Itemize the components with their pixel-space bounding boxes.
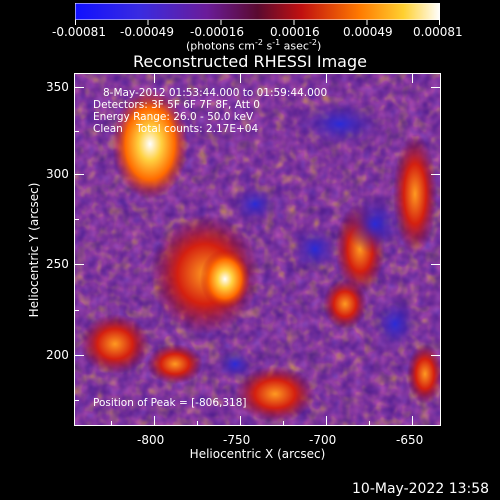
x-tick-label: -800 <box>137 433 165 447</box>
colorbar <box>75 3 440 20</box>
y-axis-label: Heliocentric Y (arcsec) <box>27 182 41 318</box>
x-tick-label: -700 <box>309 433 337 447</box>
colorbar-tick-label: -0.00081 <box>52 25 106 39</box>
colorbar-ticks <box>75 20 440 26</box>
y-tick-label: 300 <box>46 167 69 181</box>
annotation-energy: Energy Range: 26.0 - 50.0 keV <box>93 111 254 123</box>
annotation-detectors: Detectors: 3F 5F 6F 7F 8F, Att 0 <box>93 99 260 111</box>
plot-title: Reconstructed RHESSI Image <box>133 52 367 71</box>
colorbar-gradient <box>75 3 440 20</box>
x-axis-label: Heliocentric X (arcsec) <box>189 447 326 461</box>
colorbar-tick-label: 0.00049 <box>343 25 393 39</box>
x-tick-label: -750 <box>223 433 251 447</box>
y-tick-label: 350 <box>46 80 69 94</box>
x-tick-label: -650 <box>396 433 424 447</box>
annotation-peak: Position of Peak = [-806,318] <box>93 397 247 409</box>
footer-timestamp: 10-May-2022 13:58 <box>352 481 490 497</box>
annotation-clean: Clean Total counts: 2.17E+04 <box>93 123 259 135</box>
colorbar-units: (photons cm-2 s-1 asec-2) <box>186 38 322 53</box>
y-tick-label: 200 <box>46 348 69 362</box>
colorbar-tick-label: -0.00049 <box>120 25 174 39</box>
plot-frame <box>74 73 441 426</box>
colorbar-tick-label: -0.00016 <box>190 25 244 39</box>
rhessi-image-map <box>75 74 440 425</box>
colorbar-tick-label: 0.00016 <box>270 25 320 39</box>
annotation-block: 8-May-2012 01:53:44.000 to 01:59:44.000 … <box>93 87 327 135</box>
colorbar-tick-label: 0.00081 <box>413 25 463 39</box>
annotation-time-range: 8-May-2012 01:53:44.000 to 01:59:44.000 <box>103 87 328 99</box>
y-tick-label: 250 <box>46 257 69 271</box>
